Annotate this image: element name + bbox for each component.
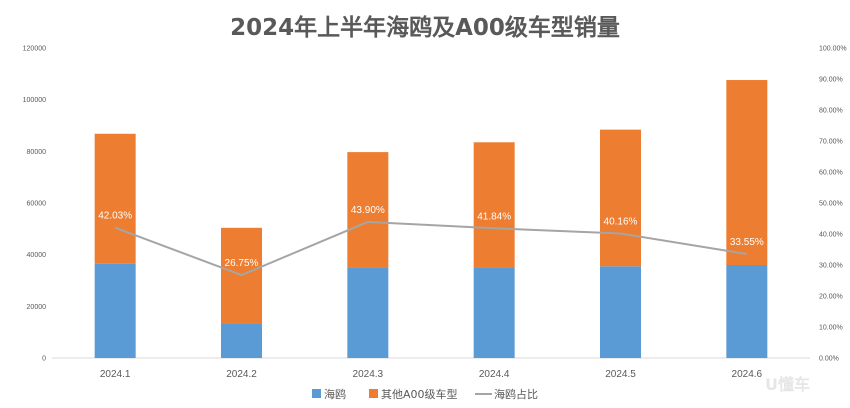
bar-other-a00 [726,80,768,266]
bars [94,80,768,358]
bar-other-a00 [600,129,641,267]
ratio-data-label: 41.84% [477,211,511,222]
x-tick-label: 2024.2 [226,369,257,380]
chart-title: 2024年上半年海鸥及A00级车型销量 [230,15,620,41]
y2-tick-label: 40.00% [819,232,843,239]
y2-tick-label: 90.00% [819,77,843,84]
legend-label-ratio: 海鸥占比 [494,387,538,401]
y2-tick-label: 0.00% [819,356,839,363]
bar-seagull [600,266,641,358]
y2-tick-label: 20.00% [819,294,843,301]
bar-other-a00 [94,133,136,264]
y2-tick-label: 70.00% [819,139,843,146]
x-tick-label: 2024.5 [605,369,636,380]
bar-seagull [473,267,515,358]
bar-other-a00 [473,142,515,268]
x-axis: 2024.1 2024.2 2024.3 2024.4 2024.5 2024.6 [100,369,763,380]
ratio-data-label: 40.16% [604,217,638,228]
legend-label-other-a00: 其他A00级车型 [381,387,458,401]
bar-seagull [347,267,389,358]
ratio-line: 42.03% 26.75% 43.90% 41.84% 40.16% 33.55% [98,205,764,277]
y-tick-label: 20000 [27,304,47,311]
bar-seagull [726,265,768,358]
x-tick-label: 2024.4 [479,369,510,380]
y2-tick-label: 60.00% [819,170,843,177]
y2-axis: 0.00% 10.00% 20.00% 30.00% 40.00% 50.00% 60.00… [819,46,847,363]
legend-label-seagull: 海鸥 [324,387,346,401]
y2-tick-label: 10.00% [819,325,843,332]
y2-tick-label: 30.00% [819,263,843,270]
y2-tick-label: 100.00% [819,46,847,53]
y-tick-label: 40000 [27,252,47,259]
legend-swatch-other-a00 [369,389,378,398]
y-tick-label: 0 [42,356,46,363]
ratio-data-label: 42.03% [98,211,132,222]
ratio-data-label: 33.55% [730,237,764,248]
x-tick-label: 2024.3 [353,369,384,380]
y-tick-label: 120000 [23,46,46,53]
bar-seagull [94,263,136,358]
y-tick-label: 80000 [27,149,47,156]
legend-swatch-seagull [312,389,321,398]
y-tick-label: 60000 [27,201,47,208]
y2-tick-label: 50.00% [819,201,843,208]
ratio-data-label: 26.75% [225,258,259,269]
ratio-data-label: 43.90% [351,205,385,216]
y-axis: 0 20000 40000 60000 80000 100000 120000 [23,46,46,363]
bar-other-a00 [347,152,389,268]
y-tick-label: 100000 [23,97,46,104]
y2-tick-label: 80.00% [819,108,843,115]
watermark-text: U懂车 [765,375,810,394]
ratio-line-path [114,220,747,277]
x-tick-label: 2024.6 [732,369,763,380]
x-tick-label: 2024.1 [100,369,131,380]
bar-seagull [221,323,262,358]
legend: 海鸥 其他A00级车型 海鸥占比 [312,387,538,401]
